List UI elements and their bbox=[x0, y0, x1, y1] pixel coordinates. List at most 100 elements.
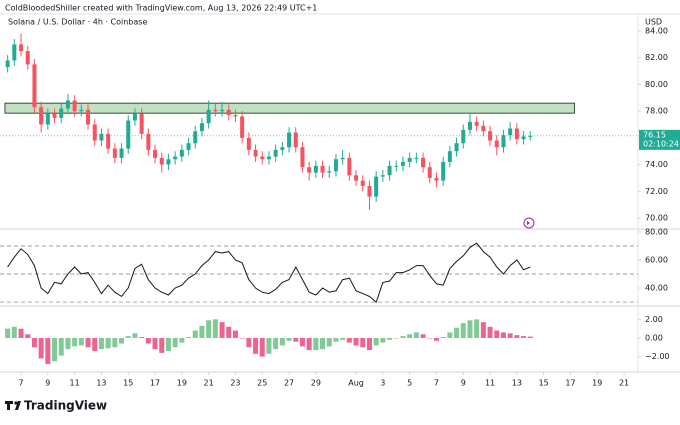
last-price-label-box bbox=[639, 129, 680, 150]
candle-body bbox=[220, 109, 225, 112]
histogram-bar bbox=[420, 334, 426, 338]
x-tick-label: 9 bbox=[45, 379, 50, 388]
histogram-bar bbox=[474, 319, 480, 338]
candle-body bbox=[206, 109, 211, 124]
candle-body bbox=[421, 157, 426, 168]
histogram-bar bbox=[85, 337, 91, 348]
histogram-bar bbox=[152, 337, 158, 350]
currency-label: USD bbox=[645, 18, 662, 27]
x-tick-label: 25 bbox=[257, 379, 267, 388]
candle-body bbox=[407, 157, 412, 162]
candle-body bbox=[52, 113, 57, 118]
histogram-bar bbox=[232, 330, 238, 338]
candle-body bbox=[25, 51, 30, 65]
candle-body bbox=[481, 125, 486, 132]
candle-body bbox=[287, 132, 292, 148]
histogram-bar bbox=[38, 337, 44, 359]
histogram-bar bbox=[266, 337, 272, 354]
candle-body bbox=[367, 185, 372, 197]
candle-body bbox=[92, 124, 97, 141]
candle-body bbox=[387, 165, 392, 176]
candle-body bbox=[5, 60, 10, 68]
candle-body bbox=[340, 157, 345, 160]
histogram-bar bbox=[433, 337, 439, 341]
histogram-bar bbox=[31, 337, 37, 348]
histogram-bar bbox=[447, 332, 453, 338]
y-tick-label: 78.00 bbox=[645, 107, 668, 116]
candle-body bbox=[153, 149, 158, 158]
histogram-bar bbox=[500, 332, 506, 338]
histogram-bar bbox=[306, 337, 312, 351]
candle-body bbox=[126, 120, 131, 149]
histogram-bar bbox=[279, 337, 285, 346]
histogram-bar bbox=[273, 337, 279, 350]
candle-body bbox=[400, 161, 405, 166]
candle-body bbox=[79, 109, 84, 112]
candle-body bbox=[474, 121, 479, 126]
histogram-bar bbox=[112, 337, 118, 348]
y-tick-label: 80.00 bbox=[645, 80, 668, 89]
candle-body bbox=[293, 132, 298, 148]
candle-body bbox=[59, 108, 64, 118]
histogram-bar bbox=[494, 330, 500, 338]
candle-body bbox=[307, 167, 312, 173]
x-tick-label: 21 bbox=[204, 379, 214, 388]
candle-body bbox=[380, 175, 385, 177]
candle-body bbox=[199, 123, 204, 132]
histogram-bar bbox=[413, 332, 419, 338]
candle-body bbox=[320, 165, 325, 173]
x-tick-label: 9 bbox=[461, 379, 466, 388]
histogram-bar bbox=[259, 337, 265, 357]
histogram-bar bbox=[239, 337, 245, 339]
histogram-bar bbox=[105, 337, 111, 349]
histogram-bar bbox=[119, 337, 125, 344]
histogram-bar bbox=[360, 337, 366, 348]
histogram-bar bbox=[293, 337, 299, 342]
y-tick-label: 70.00 bbox=[645, 213, 668, 222]
candle-body bbox=[280, 147, 285, 150]
histogram-bar bbox=[78, 337, 84, 346]
x-tick-label: 5 bbox=[407, 379, 412, 388]
x-tick-label: 7 bbox=[434, 379, 439, 388]
zone bbox=[4, 102, 575, 114]
y-tick-label: 0.00 bbox=[645, 333, 663, 342]
histogram-bar bbox=[165, 337, 171, 352]
histogram-bar bbox=[353, 337, 359, 346]
x-tick-label: Aug bbox=[348, 379, 364, 388]
histogram-bar bbox=[52, 337, 58, 362]
candle-body bbox=[106, 133, 111, 149]
histogram-bar bbox=[346, 337, 352, 343]
chart-subtitle: Solana / U.S. Dollar · 4h · Coinbase bbox=[8, 18, 147, 27]
candle-body bbox=[112, 148, 117, 158]
candle-body bbox=[528, 135, 533, 137]
candle-body bbox=[514, 128, 519, 140]
histogram-bar bbox=[159, 337, 165, 353]
histogram-bar bbox=[226, 326, 232, 338]
histogram-bar bbox=[25, 334, 31, 338]
candle-body bbox=[39, 107, 44, 125]
x-tick-label: 23 bbox=[230, 379, 240, 388]
histogram-bar bbox=[253, 337, 259, 354]
histogram-bar bbox=[340, 337, 346, 340]
candle-body bbox=[333, 159, 338, 172]
candle-body bbox=[12, 44, 17, 61]
histogram-bar bbox=[521, 336, 527, 338]
candle-body bbox=[488, 131, 493, 141]
candle-body bbox=[99, 133, 104, 141]
candle-body bbox=[454, 143, 459, 152]
candle-body bbox=[360, 180, 365, 186]
histogram-bar bbox=[387, 337, 393, 340]
candle-body bbox=[186, 143, 191, 150]
histogram-bar bbox=[320, 337, 326, 350]
y-tick-label: 84.00 bbox=[645, 27, 668, 36]
candle-body bbox=[193, 131, 198, 144]
histogram-bar bbox=[132, 333, 138, 338]
candle-body bbox=[501, 135, 506, 148]
histogram-bar bbox=[5, 328, 11, 338]
y-tick-label: 40.00 bbox=[645, 284, 668, 293]
candle-body bbox=[300, 147, 305, 168]
histogram-bar bbox=[380, 337, 386, 343]
candle-body bbox=[521, 136, 526, 140]
